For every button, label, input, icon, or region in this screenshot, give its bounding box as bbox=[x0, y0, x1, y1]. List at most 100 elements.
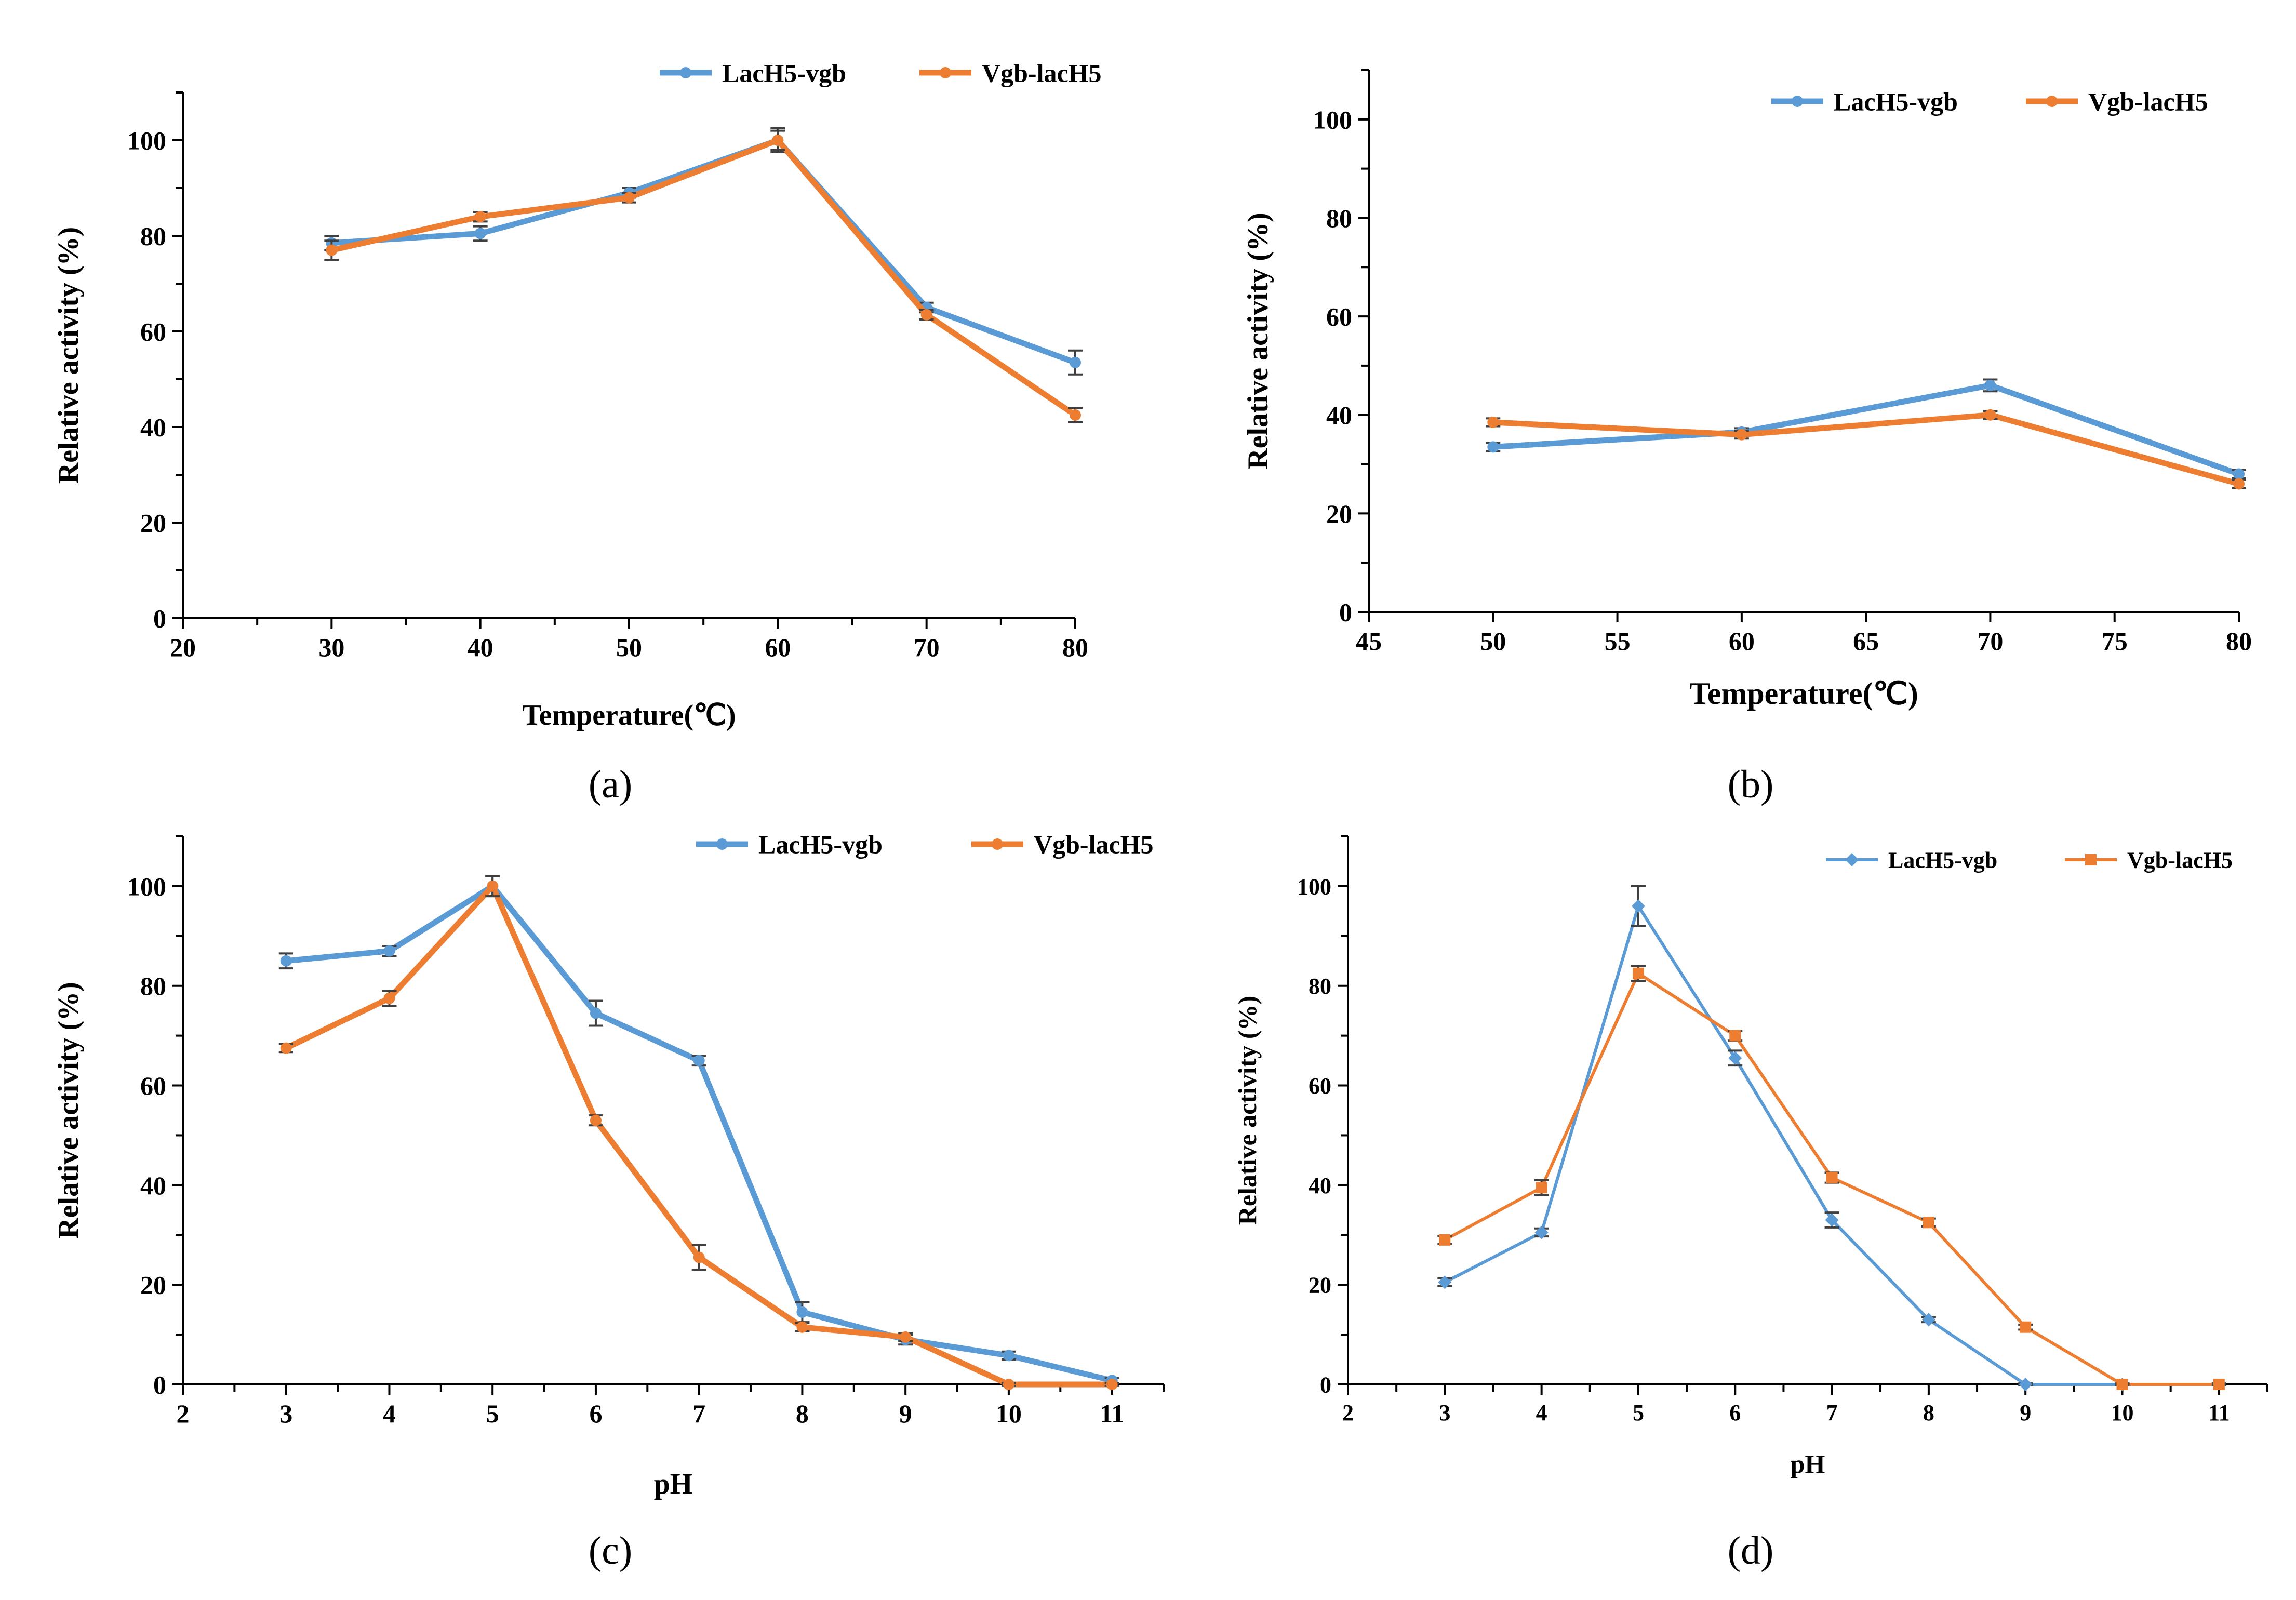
legend-label: LacH5-vgb bbox=[1888, 847, 1997, 873]
y-tick-label: 80 bbox=[140, 971, 166, 1001]
data-point bbox=[693, 1055, 705, 1066]
data-point bbox=[2213, 1379, 2225, 1390]
data-point bbox=[1438, 1275, 1452, 1289]
x-tick-label: 50 bbox=[616, 633, 642, 662]
data-point bbox=[383, 945, 395, 957]
data-point bbox=[1070, 409, 1081, 421]
legend-swatch-marker bbox=[2085, 854, 2097, 865]
data-point bbox=[1736, 429, 1747, 441]
data-point bbox=[1729, 1030, 1741, 1042]
series-line-2 bbox=[1493, 412, 2240, 487]
data-point bbox=[1534, 1225, 1549, 1239]
legend-swatch-marker bbox=[940, 67, 951, 78]
data-point bbox=[1923, 1217, 1934, 1229]
data-point bbox=[900, 1331, 912, 1343]
data-point bbox=[1070, 356, 1081, 368]
x-tick-label: 20 bbox=[170, 633, 196, 662]
y-tick-label: 20 bbox=[1326, 499, 1352, 528]
series-line-1 bbox=[1492, 382, 2240, 477]
legend-swatch-marker bbox=[1792, 96, 1803, 107]
x-axis-title: pH bbox=[1791, 1449, 1825, 1478]
legend-label: LacH5-vgb bbox=[722, 59, 846, 88]
x-tick-label: 6 bbox=[1729, 1400, 1741, 1425]
x-tick-label: 3 bbox=[1439, 1400, 1450, 1425]
y-tick-label: 0 bbox=[153, 604, 166, 633]
x-tick-label: 10 bbox=[2111, 1400, 2134, 1425]
y-tick-label: 40 bbox=[140, 413, 166, 442]
data-point bbox=[1921, 1313, 1935, 1327]
legend-label: Vgb-lacH5 bbox=[1034, 830, 1154, 859]
x-tick-label: 8 bbox=[1923, 1400, 1934, 1425]
data-point bbox=[623, 192, 635, 204]
y-tick-label: 60 bbox=[140, 1071, 166, 1100]
y-tick-label: 0 bbox=[1320, 1372, 1331, 1397]
data-point bbox=[1003, 1350, 1014, 1362]
y-tick-label: 40 bbox=[140, 1171, 166, 1200]
data-point bbox=[2116, 1379, 2128, 1390]
data-point bbox=[590, 1114, 602, 1126]
y-tick-label: 100 bbox=[1297, 874, 1331, 899]
x-axis-title: Temperature(℃) bbox=[1689, 676, 1918, 711]
data-point bbox=[2020, 1321, 2032, 1333]
panel-label-d: (d) bbox=[1728, 1529, 1774, 1572]
legend-label: Vgb-lacH5 bbox=[2088, 87, 2208, 116]
panel-b: (b) 0 20 40 60 80 100 45 50 55 60 65 70 75 80 Temperat… bbox=[1242, 69, 2252, 806]
y-tick-label: 80 bbox=[1326, 204, 1352, 233]
data-point bbox=[474, 211, 486, 223]
series-line-2 bbox=[331, 137, 1077, 418]
y-axis-title: Relative activity (%) bbox=[1233, 996, 1262, 1225]
x-tick-label: 2 bbox=[177, 1399, 190, 1428]
data-point bbox=[1826, 1171, 1838, 1183]
x-tick-label: 60 bbox=[765, 633, 791, 662]
x-tick-label: 80 bbox=[1062, 633, 1088, 662]
x-tick-label: 6 bbox=[589, 1399, 602, 1428]
legend-swatch-marker bbox=[716, 838, 728, 850]
x-tick-label: 80 bbox=[2226, 626, 2252, 656]
y-tick-label: 60 bbox=[1326, 302, 1352, 331]
y-tick-label: 100 bbox=[1313, 105, 1352, 134]
x-tick-label: 5 bbox=[486, 1399, 499, 1428]
y-tick-label: 60 bbox=[140, 317, 166, 346]
panel-c: (c) 0 20 40 60 80 100 2 3 4 5 6 7 8 9 10 11 pH Relative a… bbox=[52, 830, 1165, 1572]
y-axis-title: Relative activity (%) bbox=[1242, 212, 1274, 469]
data-point bbox=[920, 309, 932, 321]
x-tick-label: 60 bbox=[1729, 626, 1755, 656]
x-tick-label: 55 bbox=[1605, 626, 1631, 656]
y-tick-label: 80 bbox=[140, 222, 166, 251]
x-tick-label: 70 bbox=[1977, 626, 2003, 656]
legend-swatch-marker bbox=[1845, 853, 1859, 866]
legend-swatch-marker bbox=[2046, 96, 2058, 107]
data-point bbox=[1631, 899, 1645, 913]
data-point bbox=[796, 1306, 808, 1318]
y-tick-label: 40 bbox=[1309, 1173, 1331, 1198]
series-line-1 bbox=[1444, 904, 2123, 1386]
panel-label-b: (b) bbox=[1728, 763, 1774, 806]
data-point bbox=[1106, 1379, 1118, 1390]
x-tick-label: 11 bbox=[1100, 1399, 1124, 1428]
x-tick-label: 4 bbox=[383, 1399, 396, 1428]
x-tick-label: 8 bbox=[796, 1399, 809, 1428]
legend-swatch-marker bbox=[992, 838, 1003, 850]
x-tick-label: 3 bbox=[279, 1399, 292, 1428]
data-point bbox=[1003, 1379, 1014, 1390]
y-tick-label: 20 bbox=[140, 1271, 166, 1300]
data-point bbox=[1487, 416, 1499, 428]
legend-label: LacH5-vgb bbox=[758, 830, 883, 859]
x-tick-label: 10 bbox=[996, 1399, 1022, 1428]
y-tick-label: 80 bbox=[1309, 974, 1331, 999]
panel-label-a: (a) bbox=[589, 763, 632, 806]
data-point bbox=[280, 1042, 292, 1054]
x-tick-label: 11 bbox=[2208, 1400, 2230, 1425]
series-line-2 bbox=[285, 883, 1112, 1388]
legend-label: LacH5-vgb bbox=[1834, 87, 1958, 116]
panel-label-c: (c) bbox=[589, 1529, 632, 1572]
x-tick-label: 50 bbox=[1480, 626, 1506, 656]
x-tick-label: 7 bbox=[1826, 1400, 1838, 1425]
x-tick-label: 7 bbox=[692, 1399, 705, 1428]
series-line-1 bbox=[331, 137, 1076, 365]
data-point bbox=[796, 1321, 808, 1333]
x-tick-label: 45 bbox=[1356, 626, 1382, 656]
data-point bbox=[772, 135, 784, 146]
x-tick-label: 2 bbox=[1342, 1400, 1354, 1425]
x-tick-label: 70 bbox=[914, 633, 940, 662]
